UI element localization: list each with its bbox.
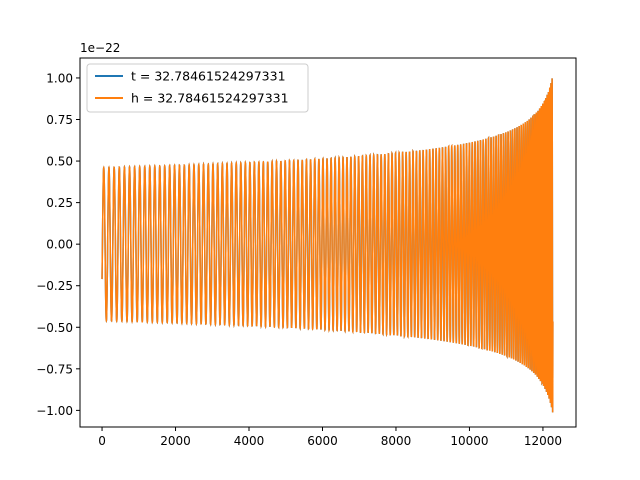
x-tick-label: 2000 xyxy=(160,434,191,448)
y-tick-label: −0.75 xyxy=(36,362,73,376)
x-tick-label: 4000 xyxy=(234,434,265,448)
y-tick-label: −0.25 xyxy=(36,279,73,293)
legend-label-t: t = 32.78461524297331 xyxy=(131,69,286,84)
y-tick-label: 0.50 xyxy=(46,155,73,169)
x-tick-label: 8000 xyxy=(381,434,412,448)
x-tick-label: 6000 xyxy=(307,434,338,448)
axes-frame xyxy=(79,57,577,428)
x-tick-label: 0 xyxy=(98,434,106,448)
y-tick-label: −1.00 xyxy=(36,404,73,418)
x-tick-label: 12000 xyxy=(524,434,562,448)
legend: t = 32.78461524297331 h = 32.78461524297… xyxy=(86,63,309,113)
y-tick-label: 0.00 xyxy=(46,238,73,252)
x-axis: 0 2000 4000 6000 8000 10000 12000 xyxy=(98,427,562,448)
y-axis: −1.00 −0.75 −0.50 −0.25 0.00 0.25 0.50 0.75 1.00 xyxy=(36,71,80,418)
y-offset-label: 1e−22 xyxy=(80,41,120,55)
legend-label-h: h = 32.78461524297331 xyxy=(131,91,289,106)
y-tick-label: 0.75 xyxy=(46,113,73,127)
series-line-h xyxy=(101,78,554,413)
plot-area xyxy=(101,78,554,413)
x-tick-label: 10000 xyxy=(450,434,488,448)
y-tick-label: 0.25 xyxy=(46,196,73,210)
y-tick-label: 1.00 xyxy=(46,71,73,85)
y-tick-label: −0.50 xyxy=(36,321,73,335)
legend-box xyxy=(86,63,309,113)
